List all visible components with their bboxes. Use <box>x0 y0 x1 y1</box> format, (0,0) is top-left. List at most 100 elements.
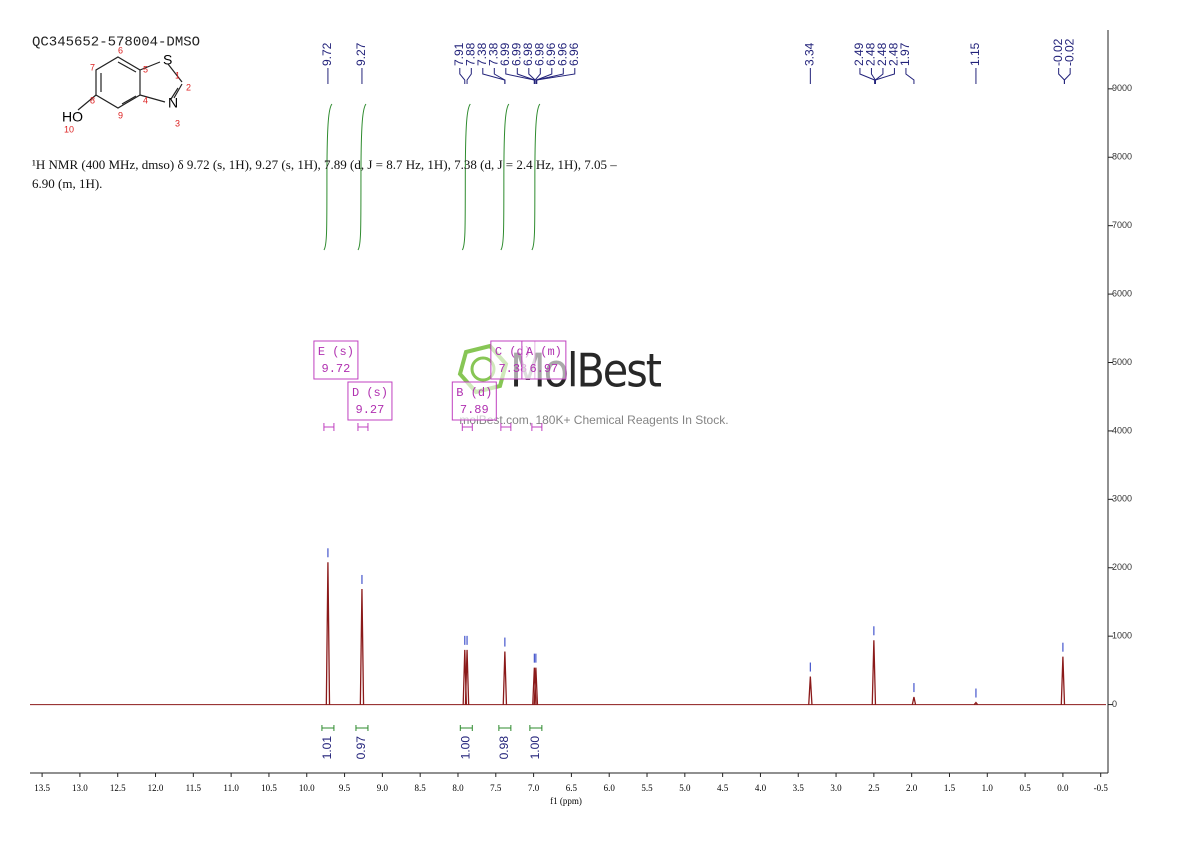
peak-label: 1.97 <box>898 42 912 66</box>
multiplet-label: B (d) <box>456 386 492 400</box>
peak <box>871 640 877 705</box>
peak-label: 6.98 <box>532 42 546 66</box>
peak-label: -0.02 <box>1051 38 1065 66</box>
peak-label: 7.88 <box>463 42 477 66</box>
x-tick-label: 2.0 <box>906 783 918 793</box>
x-tick-label: 6.5 <box>566 783 578 793</box>
peak <box>359 588 365 705</box>
y-tick-label: 2000 <box>1112 562 1132 572</box>
x-tick-label: 3.0 <box>830 783 842 793</box>
x-tick-label: 4.5 <box>717 783 729 793</box>
x-tick-label: 13.0 <box>72 783 88 793</box>
atom-number: 1 <box>175 70 180 80</box>
x-tick-label: 12.0 <box>148 783 164 793</box>
x-tick-label: 8.5 <box>415 783 427 793</box>
x-tick-label: 9.5 <box>339 783 351 793</box>
integral-curve <box>531 103 541 251</box>
integral-curve <box>500 103 510 251</box>
peak-label-connector <box>874 68 884 84</box>
multiplet-range <box>531 423 543 431</box>
peak-label-connector <box>905 68 915 84</box>
peak-label-connector <box>493 68 506 84</box>
x-tick-label: 0.5 <box>1019 783 1031 793</box>
y-tick-label: 5000 <box>1112 357 1132 367</box>
x-tick-label: 10.0 <box>299 783 315 793</box>
peak-label: 2.48 <box>864 42 878 66</box>
x-axis-label: f1 (ppm) <box>550 796 582 806</box>
x-tick-label: 1.5 <box>944 783 956 793</box>
y-tick-label: 0 <box>1112 699 1117 709</box>
multiplet-shift: 9.27 <box>356 403 385 417</box>
peak <box>1060 656 1066 705</box>
y-tick-label: 4000 <box>1112 425 1132 435</box>
watermark-logo <box>457 343 509 395</box>
y-tick-label: 9000 <box>1112 83 1132 93</box>
chart-title: QC345652-578004-DMSO <box>32 35 200 51</box>
integral-bracket <box>459 725 473 731</box>
x-tick-label: 4.0 <box>755 783 767 793</box>
peak-label-connector <box>505 68 535 84</box>
multiplet-label: E (s) <box>318 345 354 359</box>
atom-label: S <box>163 52 172 68</box>
multiplet-label: D (s) <box>352 386 388 400</box>
multiplet-range <box>461 423 473 431</box>
x-tick-label: 7.5 <box>490 783 502 793</box>
peak <box>325 562 331 705</box>
y-tick-label: 1000 <box>1112 631 1132 641</box>
watermark-tagline: molBest.com, 180K+ Chemical Reagents In … <box>459 413 728 427</box>
x-tick-label: 7.0 <box>528 783 540 793</box>
peak-label: 7.38 <box>486 42 500 66</box>
peak <box>973 701 979 705</box>
multiplet-box <box>313 340 359 380</box>
atom-number: 4 <box>143 95 148 105</box>
y-tick-label: 6000 <box>1112 288 1132 298</box>
integral-curve <box>323 103 333 251</box>
integral-bracket <box>321 725 335 731</box>
integral-bracket <box>355 725 369 731</box>
peak-label: 9.72 <box>320 42 334 66</box>
x-tick-label: 1.0 <box>982 783 994 793</box>
peak-label: 2.48 <box>875 42 889 66</box>
peak <box>502 651 508 705</box>
peak-label: 1.15 <box>968 42 982 66</box>
peak-label: -0.02 <box>1062 38 1076 66</box>
multiplet-label: A (m) <box>526 345 562 359</box>
x-tick-label: 10.5 <box>261 783 277 793</box>
atom-number: 2 <box>186 82 191 92</box>
integral-label: 1.01 <box>320 736 334 760</box>
peak-label: 6.98 <box>521 42 535 66</box>
y-tick-label: 3000 <box>1112 494 1132 504</box>
nmr-description: ¹H NMR (400 MHz, dmso) δ 9.72 (s, 1H), 9… <box>32 157 617 191</box>
peak-label-connector <box>459 68 466 84</box>
x-tick-label: -0.5 <box>1094 783 1109 793</box>
atom-label: N <box>168 95 178 111</box>
x-tick-label: 12.5 <box>110 783 126 793</box>
peak <box>464 649 470 705</box>
multiplet-shift: 7.38 <box>498 362 527 376</box>
peak-label: 6.99 <box>509 42 523 66</box>
x-tick-label: 5.0 <box>679 783 691 793</box>
multiplet-box <box>347 381 393 421</box>
x-tick-label: 8.0 <box>452 783 464 793</box>
atom-number: 3 <box>175 118 180 128</box>
atom-number: 6 <box>118 45 123 55</box>
y-tick-label: 8000 <box>1112 152 1132 162</box>
atom-number: 8 <box>90 95 95 105</box>
multiplet-range <box>500 423 512 431</box>
integral-bracket <box>529 725 543 731</box>
peak <box>911 696 917 705</box>
peak-label-connector <box>1058 68 1065 84</box>
x-tick-label: 11.5 <box>186 783 202 793</box>
peak-label-connector <box>534 68 541 84</box>
x-tick-label: 0.0 <box>1057 783 1069 793</box>
peak-label-connector <box>516 68 535 84</box>
multiplet-box <box>521 340 567 380</box>
multiplet-shift: 7.89 <box>460 403 489 417</box>
peak-label-connector <box>859 68 876 84</box>
atom-label: HO <box>62 109 83 125</box>
peak <box>808 676 813 705</box>
peak-label: 2.49 <box>852 42 866 66</box>
atom-number: 7 <box>90 62 95 72</box>
